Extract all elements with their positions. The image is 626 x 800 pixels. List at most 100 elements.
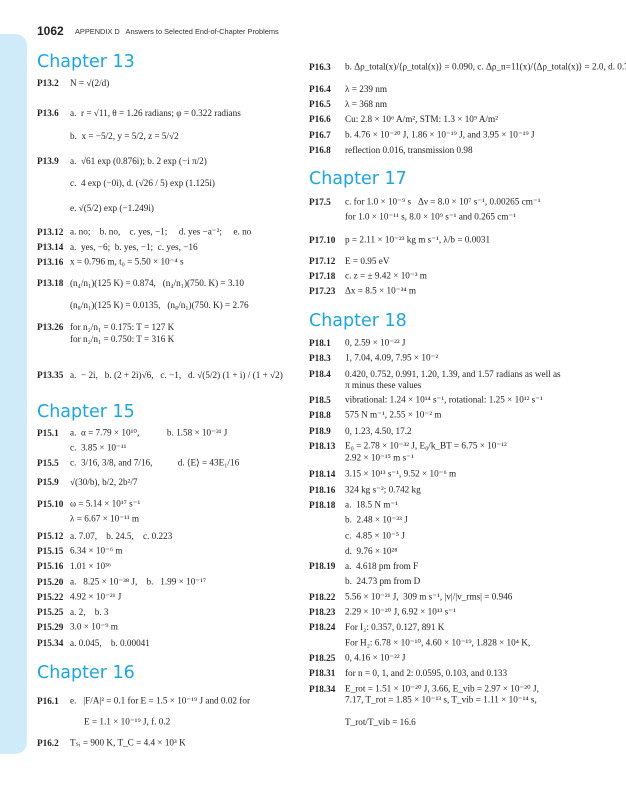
problem-label: P18.9 <box>309 426 331 436</box>
answer-line: 0, 4.16 × 10⁻²² J <box>345 652 406 663</box>
problem-label: P17.23 <box>309 286 336 296</box>
answer-line: for n₂/n₁ = 0.175: T = 127 K <box>70 322 175 332</box>
answer-line: For H₂: 6.78 × 10⁻¹⁰, 4.60 × 10⁻¹⁹, 1.82… <box>345 637 531 648</box>
problem-label: P18.23 <box>309 607 336 617</box>
answer-line: a. 4.618 pm from F <box>345 561 419 571</box>
answer-line: c. 4 exp (−0i), d. (√26 / 5) exp (1.125i… <box>70 178 215 188</box>
answer-line: 1.01 × 10³⁶ <box>70 561 111 571</box>
page-edge-tab <box>0 34 27 754</box>
answer-line: ω = 5.14 × 10¹⁷ s⁻¹ <box>70 498 141 509</box>
problem-label: P15.15 <box>37 546 64 556</box>
problem-label: P18.31 <box>309 668 336 678</box>
answer-line: E₀ = 2.78 × 10⁻³² J, E₀/k_BT = 6.75 × 10… <box>345 440 507 451</box>
problem-label: P15.22 <box>37 592 64 602</box>
answer-line: e. √(5/2) exp (−1.249i) <box>70 203 154 213</box>
problem-label: P18.18 <box>309 500 336 510</box>
problem-label: P13.14 <box>37 242 64 252</box>
answer-line: b. 24.73 pm from D <box>345 576 421 586</box>
answer-line: For I₂: 0.357, 0.127, 891 K <box>345 622 445 632</box>
problem-label: P16.6 <box>309 114 331 124</box>
problem-label: P13.16 <box>37 257 64 267</box>
answer-line: 2.29 × 10⁻²⁰ J, 6.92 × 10¹³ s⁻¹ <box>345 606 456 617</box>
answer-line: a. yes, −6; b. yes, −1; c. yes, −16 <box>70 242 198 252</box>
answer-line: λ = 6.67 × 10⁻¹¹ m <box>70 513 140 524</box>
answer-line: λ = 239 nm <box>345 84 388 94</box>
answer-line: √(30/b), b/2, 2b²/7 <box>70 477 138 487</box>
answer-line: 3.0 × 10⁻⁹ m <box>70 621 118 632</box>
problem-label: P17.12 <box>309 256 336 266</box>
answer-line: 5.56 × 10⁻²¹ J, 309 m s⁻¹, |v|/|v_rms| =… <box>345 591 513 602</box>
answer-line: 6.34 × 10⁻⁶ m <box>70 545 123 556</box>
answer-line: b. x = −5/2, y = 5/2, z = 5/√2 <box>70 131 179 141</box>
chapter-heading: Chapter 16 <box>37 663 135 683</box>
answer-line: 2.92 × 10⁻¹⁵ m s⁻¹ <box>345 452 414 463</box>
problem-label: P18.34 <box>309 684 336 694</box>
answer-line: E_rot = 1.51 × 10⁻²⁰ J, 3.66, E_vib = 2.… <box>345 683 539 694</box>
answer-line: a. 7.07, b. 24.5, c. 0.223 <box>70 531 173 541</box>
problem-label: P18.16 <box>309 485 336 495</box>
problem-label: P15.12 <box>37 531 64 541</box>
problem-label: P16.5 <box>309 99 331 109</box>
problem-label: P16.2 <box>37 738 59 748</box>
answer-line: a. 8.25 × 10⁻³⁸ J, b. 1.99 × 10⁻¹⁷ <box>70 576 207 587</box>
answer-line: π minus these values <box>345 380 422 390</box>
answer-line: Tₛᵢ = 900 K, T_C = 4.4 × 10³ K <box>70 737 186 748</box>
chapter-heading: Chapter 17 <box>309 169 407 189</box>
answer-line: reflection 0.016, transmission 0.98 <box>345 145 473 155</box>
answer-line: e. |F/A|² = 0.1 for E = 1.5 × 10⁻¹⁹ J an… <box>70 695 251 706</box>
page-number: 1062 <box>37 24 64 38</box>
problem-label: P18.3 <box>309 353 331 363</box>
problem-label: P16.1 <box>37 696 59 706</box>
problem-label: P13.18 <box>37 278 64 288</box>
problem-label: P16.8 <box>309 145 331 155</box>
answer-line: (n₈/n₁)(125 K) = 0.0135, (n₈/n₁)(750. K)… <box>70 300 249 310</box>
answer-line: a. − 2i, b. (2 + 2i)√6, c. −1, d. √(5/2)… <box>70 370 283 380</box>
answer-line: 0.420, 0.752, 0.991, 1.20, 1.39, and 1.5… <box>345 369 561 379</box>
running-head: APPENDIX D Answers to Selected End-of-Ch… <box>75 27 279 36</box>
answer-line: b. 2.48 × 10⁻³³ J <box>345 514 408 525</box>
answer-line: a. 18.5 N m⁻¹ <box>345 499 399 510</box>
answer-line: c. z = ± 9.42 × 10⁻³ m <box>345 270 427 281</box>
problem-label: P13.2 <box>37 78 59 88</box>
answer-line: b. 4.76 × 10⁻²⁰ J, 1.86 × 10⁻¹⁹ J, and 3… <box>345 129 535 140</box>
chapter-heading: Chapter 18 <box>309 311 407 331</box>
answer-line: x = 0.796 m, t₀ = 5.50 × 10⁻⁴ s <box>70 256 184 267</box>
problem-label: P15.20 <box>37 577 64 587</box>
problem-label: P15.10 <box>37 499 64 509</box>
problem-label: P17.18 <box>309 271 336 281</box>
problem-label: P17.10 <box>309 235 336 245</box>
problem-label: P18.1 <box>309 338 331 348</box>
answer-line: for 1.0 × 10⁻¹¹ s, 8.0 × 10⁹ s⁻¹ and 0.2… <box>345 211 517 222</box>
answer-line: E = 0.95 eV <box>345 256 390 266</box>
answer-line: λ = 368 nm <box>345 99 388 109</box>
problem-label: P18.14 <box>309 469 336 479</box>
problem-label: P15.25 <box>37 607 64 617</box>
answer-line: for n = 0, 1, and 2: 0.0595, 0.103, and … <box>345 668 508 678</box>
answer-line: a. 2, b. 3 <box>70 607 109 617</box>
answer-line: a. 0.045, b. 0.00041 <box>70 638 150 648</box>
problem-label: P18.8 <box>309 410 331 420</box>
answer-line: Cu: 2.8 × 10⁶ A/m², STM: 1.3 × 10⁹ A/m² <box>345 114 498 124</box>
problem-label: P18.13 <box>309 441 336 451</box>
problem-label: P13.35 <box>37 370 64 380</box>
problem-label: P15.9 <box>37 477 59 487</box>
answer-line: E = 1.1 × 10⁻¹⁹ J, f. 0.2 <box>84 716 171 727</box>
answer-line: 0, 1.23, 4.50, 17.2 <box>345 426 412 436</box>
problem-label: P18.19 <box>309 561 336 571</box>
answer-line: 0, 2.59 × 10⁻²² J <box>345 337 406 348</box>
problem-label: P16.7 <box>309 130 331 140</box>
answer-line: 324 kg s⁻²; 0.742 kg <box>345 484 421 495</box>
answer-line: vibrational: 1.24 × 10¹⁴ s⁻¹, rotational… <box>345 394 543 405</box>
answer-line: T_rot/T_vib = 16.6 <box>345 717 416 727</box>
answer-line: c. 3.85 × 10⁻¹¹ <box>70 442 127 453</box>
problem-label: P17.5 <box>309 197 331 207</box>
answer-line: p = 2.11 × 10⁻²³ kg m s⁻¹, λ/b = 0.0031 <box>345 234 491 245</box>
problem-label: P15.5 <box>37 458 59 468</box>
answer-line: a. √61 exp (0.876i); b. 2 exp (−i π/2) <box>70 156 207 166</box>
problem-label: P13.9 <box>37 156 59 166</box>
problem-label: P15.1 <box>37 428 59 438</box>
answer-line: 1, 7.04, 4.09, 7.95 × 10⁻² <box>345 352 439 363</box>
answer-line: 7.17, T_rot = 1.85 × 10⁻¹³ s, T_vib = 1.… <box>345 694 537 705</box>
problem-label: P13.26 <box>37 322 64 332</box>
answer-line: 3.15 × 10¹³ s⁻¹, 9.52 × 10⁻⁶ m <box>345 468 457 479</box>
